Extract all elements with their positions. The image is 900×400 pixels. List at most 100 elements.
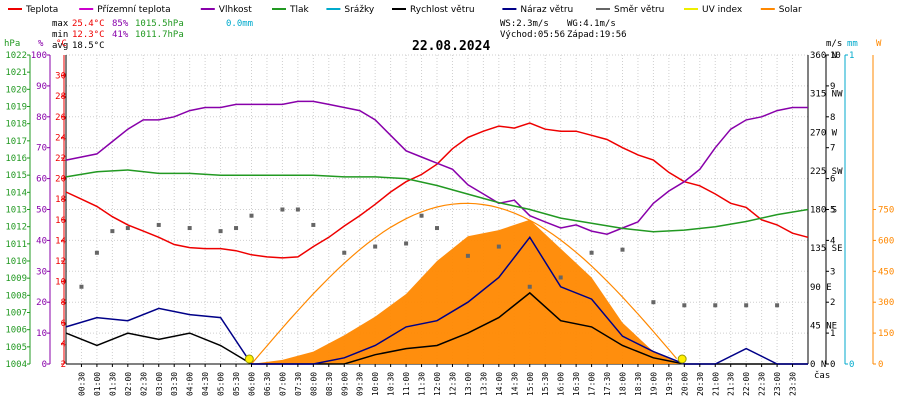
stats-min-hum: 41% (112, 30, 129, 40)
time-tick-label: 15:30 (541, 372, 550, 396)
wind-direction-point (110, 229, 115, 234)
legend: Teplota Přízemní teplota Vlhkost Tlak Srážky… (8, 5, 802, 15)
temperature-axis-tick-label: 6 (61, 319, 66, 329)
humidity-axis-tick-label: 100 (31, 51, 47, 61)
solar-layer (251, 202, 682, 365)
solar-tick-label: 450 (878, 267, 894, 277)
time-tick-label: 20:30 (696, 372, 705, 396)
stats-avg-temp: 18.5°C (72, 41, 105, 51)
pressure-axis-tick-label: 1014 (5, 188, 27, 198)
wind-speed-tick-label: 7 (830, 144, 835, 154)
wind-direction-tick-label: 360 N (810, 51, 837, 61)
pressure-axis-tick-label: 1008 (5, 291, 27, 301)
time-tick-label: 08:30 (325, 372, 334, 396)
chart-title-date: 22.08.2024 (412, 39, 490, 54)
time-tick-label: 11:30 (418, 372, 427, 396)
series-line-tlak (65, 169, 809, 233)
wind-direction-point (589, 250, 594, 255)
time-tick-label: 04:00 (186, 372, 195, 396)
humidity-axis-tick-label: 20 (36, 298, 47, 308)
legend-label: Teplota (25, 5, 58, 15)
wind-speed-tick-label: 0 (830, 360, 835, 370)
time-tick-label: 09:00 (340, 372, 349, 396)
wind-speed-tick-label: 8 (830, 113, 835, 123)
time-tick-label: 16:00 (557, 372, 566, 396)
time-tick-label: 18:30 (634, 372, 643, 396)
solar-tick-label: 300 (878, 298, 894, 308)
time-tick-label: 10:00 (371, 372, 380, 396)
wind-direction-point (775, 303, 780, 308)
wind-direction-point (744, 303, 749, 308)
temperature-axis-tick-label: 14 (55, 236, 66, 246)
wind-direction-point (125, 226, 130, 231)
sunset: Západ:19:56 (567, 30, 627, 40)
humidity-axis-tick-label: 90 (36, 82, 47, 92)
wind-direction-tick-label: 180 S (810, 206, 837, 216)
time-tick-label: 12:30 (448, 372, 457, 396)
time-tick-label: 19:30 (665, 372, 674, 396)
stats-min-label: min (52, 30, 68, 40)
time-tick-label: 02:30 (139, 372, 148, 396)
solar-tick-label: 600 (878, 236, 894, 246)
pressure-axis-tick-label: 1018 (5, 120, 27, 130)
time-tick-label: 20:00 (680, 372, 689, 396)
pressure-axis-tick-label: 1004 (5, 360, 27, 370)
stats-max-rain: 0.0mm (226, 19, 253, 29)
time-tick-label: 07:30 (294, 372, 303, 396)
pressure-axis-tick-label: 1011 (5, 240, 27, 250)
wind-direction-point (234, 226, 239, 231)
pressure-axis-tick-label: 1006 (5, 326, 27, 336)
wind-direction-point (713, 303, 718, 308)
pressure-axis-tick-label: 1005 (5, 343, 27, 353)
legend-label: Náraz větru (520, 5, 573, 15)
wind-direction-point (496, 244, 501, 249)
wind-direction-point (79, 284, 84, 289)
wind-speed-tick-label: 4 (830, 236, 835, 246)
wind-direction-point (280, 207, 285, 212)
pressure-axis-tick-label: 1022 (5, 51, 27, 61)
sunset-marker (677, 354, 687, 364)
pressure-axis-tick-label: 1016 (5, 154, 27, 164)
temperature-axis-tick-label: 26 (55, 113, 66, 123)
wind-direction-tick-label: 225 SW (810, 167, 843, 177)
solar-tick-label: 750 (878, 206, 894, 216)
stats-block: max 25.4°C 85% 1015.5hPa 0.0mm min 12.3°… (52, 19, 253, 51)
wind-direction-point (620, 247, 625, 252)
time-tick-label: 06:00 (248, 372, 257, 396)
time-tick-label: 14:00 (495, 372, 504, 396)
pressure-axis-tick-label: 1021 (5, 68, 27, 78)
wind-direction-point (682, 303, 687, 308)
grid (65, 54, 809, 365)
time-tick-label: 11:00 (402, 372, 411, 396)
wind-direction-point (249, 213, 254, 218)
legend-label: Rychlost větru (410, 5, 475, 15)
unit-w: W (876, 39, 882, 49)
humidity-axis-tick-label: 10 (36, 329, 47, 339)
pressure-axis-tick-label: 1007 (5, 309, 27, 319)
pressure-axis-tick-label: 1009 (5, 274, 27, 284)
time-tick-label: 02:00 (124, 372, 133, 396)
legend-label: Přízemní teplota (97, 5, 170, 15)
time-tick-label: 06:30 (263, 372, 272, 396)
temperature-axis-tick-label: 16 (55, 216, 66, 226)
legend-label: Srážky (344, 5, 375, 15)
time-tick-label: 05:30 (232, 372, 241, 396)
time-tick-label: 23:00 (773, 372, 782, 396)
stats-min-temp: 12.3°C (72, 30, 105, 40)
humidity-axis-tick-label: 70 (36, 144, 47, 154)
stats-max-label: max (52, 19, 69, 29)
wind-speed-tick-label: 9 (830, 82, 835, 92)
wind-speed-tick-label: 3 (830, 267, 835, 277)
wind-speed-tick-label: 5 (830, 206, 835, 216)
wind-direction-layer (79, 207, 780, 308)
stats-max-press: 1015.5hPa (135, 19, 184, 29)
temperature-axis-tick-label: 12 (55, 257, 66, 267)
solar-theoretical-curve (251, 202, 678, 365)
time-tick-label: 09:30 (356, 372, 365, 396)
temperature-axis-tick-label: 10 (55, 278, 66, 288)
time-tick-label: 07:00 (278, 372, 287, 396)
pressure-axis-tick-label: 1012 (5, 223, 27, 233)
pressure-axis-tick-label: 1019 (5, 103, 27, 113)
humidity-axis-tick-label: 0 (42, 360, 47, 370)
